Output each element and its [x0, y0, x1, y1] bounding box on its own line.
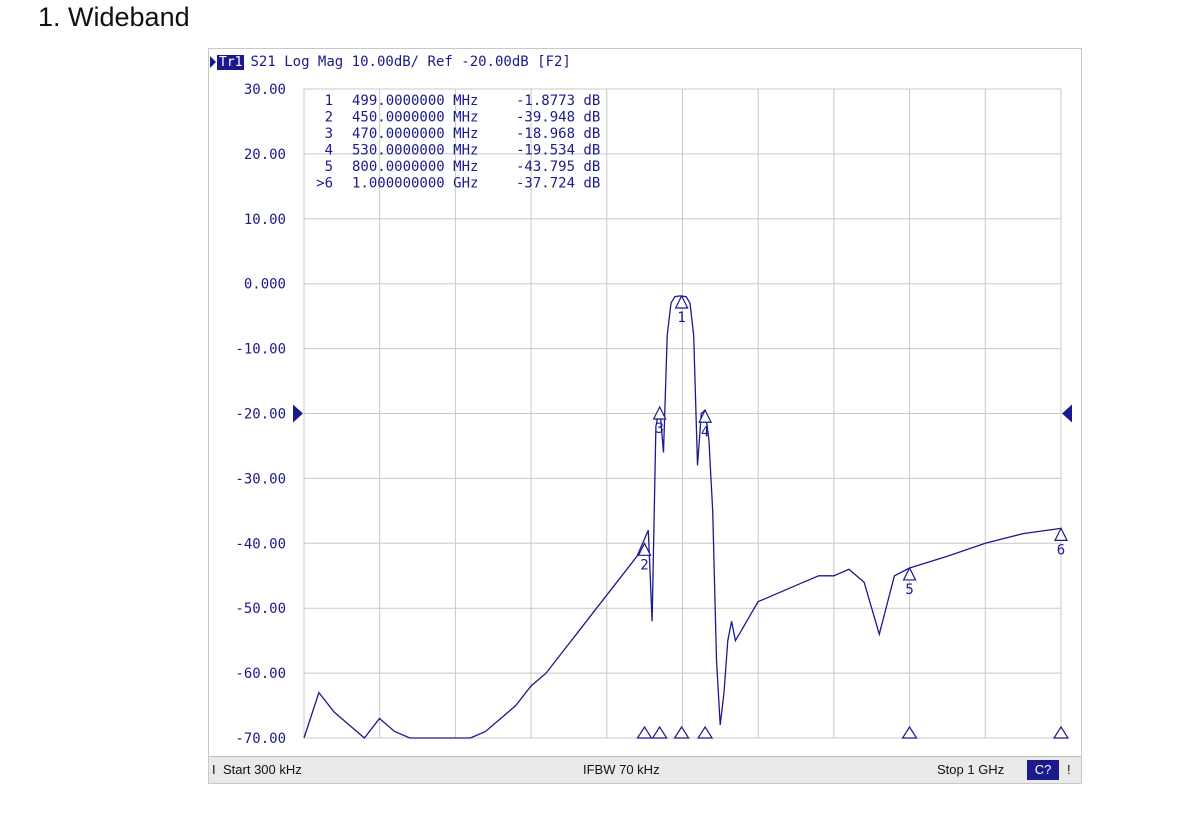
marker-table-frequency: 499.0000000 MHz	[352, 93, 478, 109]
y-tick-label: 30.00	[244, 82, 286, 98]
marker-stimulus-triangle-icon[interactable]	[651, 725, 668, 739]
vna-display: Tr1 S21 Log Mag 10.00dB/ Ref -20.00dB [F…	[208, 48, 1082, 784]
marker-stimulus-triangle-icon[interactable]	[901, 725, 918, 739]
marker-table-id: 4	[325, 143, 333, 159]
marker-label: 1	[677, 310, 685, 326]
y-tick-label: -60.00	[235, 666, 286, 682]
marker-stimulus-triangle-icon[interactable]	[697, 725, 714, 739]
marker-label: 2	[640, 557, 648, 573]
trace-reference: Ref -20.00dB	[427, 54, 529, 70]
marker-table-frequency: 800.0000000 MHz	[352, 159, 478, 175]
s21-trace-line	[303, 295, 1062, 739]
marker-table-id: 2	[325, 110, 333, 126]
marker-label: 5	[905, 582, 913, 598]
trace-label-badge[interactable]: Tr1	[217, 54, 245, 70]
marker-triangle-icon[interactable]	[1054, 527, 1068, 541]
s21-log-mag-chart[interactable]: 30.00 20.00 10.00 0.000 -10.00 -20.00 -30.00 -4…	[209, 49, 1081, 757]
marker-table-value: -43.795 dB	[516, 159, 600, 175]
y-tick-label: 20.00	[244, 147, 286, 163]
page-title: 1. Wideband	[38, 2, 190, 32]
status-left-marker: I	[212, 762, 216, 777]
marker-label: 3	[655, 421, 663, 437]
marker-table-value: -39.948 dB	[516, 110, 600, 126]
marker-triangle-icon[interactable]	[698, 408, 713, 423]
y-tick-label: -50.00	[235, 601, 286, 617]
channel-badge[interactable]: C?	[1027, 760, 1059, 780]
marker-label: 4	[701, 424, 709, 440]
y-tick-label: 10.00	[244, 212, 286, 228]
reference-level-left-arrow-icon[interactable]	[293, 404, 303, 423]
marker-table-id: 5	[325, 159, 333, 175]
marker-table-frequency: 450.0000000 MHz	[352, 110, 478, 126]
trace-format: Log Mag	[284, 54, 344, 70]
y-tick-label: -10.00	[235, 342, 286, 358]
y-tick-label: -70.00	[235, 731, 286, 747]
y-tick-label: 0.000	[244, 277, 286, 293]
marker-stimulus-triangle-icon[interactable]	[673, 725, 690, 739]
trace-header[interactable]: Tr1 S21 Log Mag 10.00dB/ Ref -20.00dB [F…	[210, 52, 571, 72]
trace-scale: 10.00dB/	[351, 54, 420, 70]
status-right-marker: !	[1067, 762, 1071, 777]
marker-table-id: >6	[316, 176, 333, 192]
y-tick-label: -30.00	[235, 471, 286, 487]
marker-triangle-icon[interactable]	[902, 566, 917, 581]
status-bar: I Start 300 kHz IFBW 70 kHz Stop 1 GHz C…	[209, 756, 1081, 783]
marker-table-id: 1	[325, 93, 333, 109]
marker-table-value: -18.968 dB	[516, 126, 600, 142]
marker-table-value: -37.724 dB	[516, 176, 600, 192]
trace-channel: [F2]	[537, 54, 571, 70]
marker-table-id: 3	[325, 126, 333, 142]
trace-parameter: S21	[250, 54, 276, 70]
marker-table-frequency: 530.0000000 MHz	[352, 143, 478, 159]
marker-table-value: -19.534 dB	[516, 143, 600, 159]
active-trace-arrow-icon	[210, 56, 216, 68]
marker-table-frequency: 1.000000000 GHz	[352, 176, 478, 192]
reference-level-right-arrow-icon[interactable]	[1062, 404, 1072, 423]
marker-table-frequency: 470.0000000 MHz	[352, 126, 478, 142]
marker-table-value: -1.8773 dB	[516, 93, 600, 109]
marker-triangle-icon[interactable]	[637, 541, 652, 556]
marker-triangle-icon[interactable]	[674, 294, 689, 309]
y-tick-label: -20.00	[235, 407, 286, 423]
stop-frequency[interactable]: Stop 1 GHz	[937, 762, 1005, 777]
start-frequency[interactable]: Start 300 kHz	[223, 762, 302, 777]
y-tick-label: -40.00	[235, 536, 286, 552]
marker-label: 6	[1057, 542, 1065, 558]
marker-stimulus-triangle-icon[interactable]	[1052, 725, 1070, 739]
ifbw-setting[interactable]: IFBW 70 kHz	[583, 762, 660, 777]
marker-stimulus-triangle-icon[interactable]	[636, 725, 653, 739]
marker-triangle-icon[interactable]	[652, 405, 667, 420]
